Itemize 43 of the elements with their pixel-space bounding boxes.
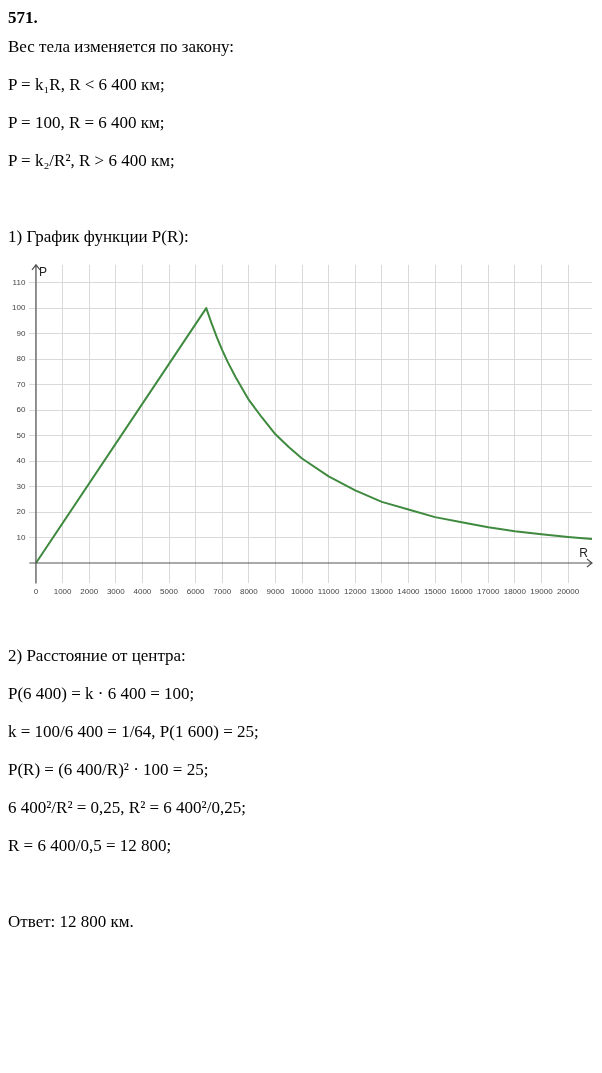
y-tick-label: 30 bbox=[16, 481, 26, 491]
y-tick-label: 110 bbox=[12, 277, 26, 287]
x-tick-label: 3000 bbox=[106, 587, 126, 597]
x-tick-label: 12000 bbox=[344, 587, 367, 597]
x-tick-label: 18000 bbox=[503, 587, 527, 597]
text: P(R) = (6 400/R)² · 100 = 25; bbox=[8, 759, 210, 781]
y-tick-label: 90 bbox=[16, 328, 26, 338]
y-tick-label: 80 bbox=[16, 354, 26, 364]
text: 6 400²/R² = 0,25, R² = 6 400²/0,25; bbox=[8, 797, 247, 819]
y-tick-label: 50 bbox=[16, 430, 26, 440]
x-tick-label: 16000 bbox=[450, 587, 474, 597]
text: 2) Расстояние от центра: bbox=[8, 645, 187, 667]
x-tick-label: 0 bbox=[33, 587, 39, 597]
y-tick-label: 20 bbox=[16, 507, 26, 517]
text: k = 100/6 400 = 1/64, P(1 600) = 25; bbox=[8, 721, 260, 743]
x-tick-label: 10000 bbox=[290, 587, 314, 597]
x-tick-label: 20000 bbox=[556, 587, 580, 597]
x-tick-label: 14000 bbox=[397, 587, 421, 597]
x-tick-label: 7000 bbox=[213, 587, 232, 597]
text: P(6 400) = k · 6 400 = 100; bbox=[8, 683, 196, 705]
x-tick-label: 1000 bbox=[53, 587, 73, 597]
x-tick-label: 2000 bbox=[80, 587, 99, 597]
y-tick-label: 60 bbox=[16, 405, 26, 415]
text: R = 6 400/0,5 = 12 800; bbox=[8, 835, 173, 857]
x-axis-title: R bbox=[579, 546, 589, 561]
x-tick-label: 6000 bbox=[186, 587, 206, 597]
y-tick-label: 10 bbox=[16, 532, 26, 542]
x-tick-label: 8000 bbox=[239, 587, 259, 597]
y-tick-label: 100 bbox=[11, 303, 26, 313]
text: Вес тела изменяется по закону: P = k₁R, R < 6 400 км; P = 100, R = 6 400 км; P = k₂/R², R > 6 400 км; 1) График функции P(R): bbox=[8, 37, 235, 246]
chart-title: 571. bbox=[8, 8, 39, 28]
y-tick-label: 70 bbox=[16, 379, 26, 389]
x-tick-label: 11000 bbox=[317, 587, 341, 597]
y-tick-label: 40 bbox=[16, 456, 26, 466]
text: Ответ: 12 800 км. bbox=[8, 911, 135, 933]
y-axis-title: P bbox=[39, 265, 48, 280]
x-tick-label: 17000 bbox=[477, 587, 500, 597]
x-tick-label: 4000 bbox=[133, 587, 152, 597]
x-tick-label: 19000 bbox=[530, 587, 554, 597]
x-tick-label: 13000 bbox=[370, 587, 394, 597]
x-tick-label: 9000 bbox=[266, 587, 285, 597]
x-tick-label: 5000 bbox=[160, 587, 179, 597]
x-tick-label: 15000 bbox=[423, 587, 447, 597]
